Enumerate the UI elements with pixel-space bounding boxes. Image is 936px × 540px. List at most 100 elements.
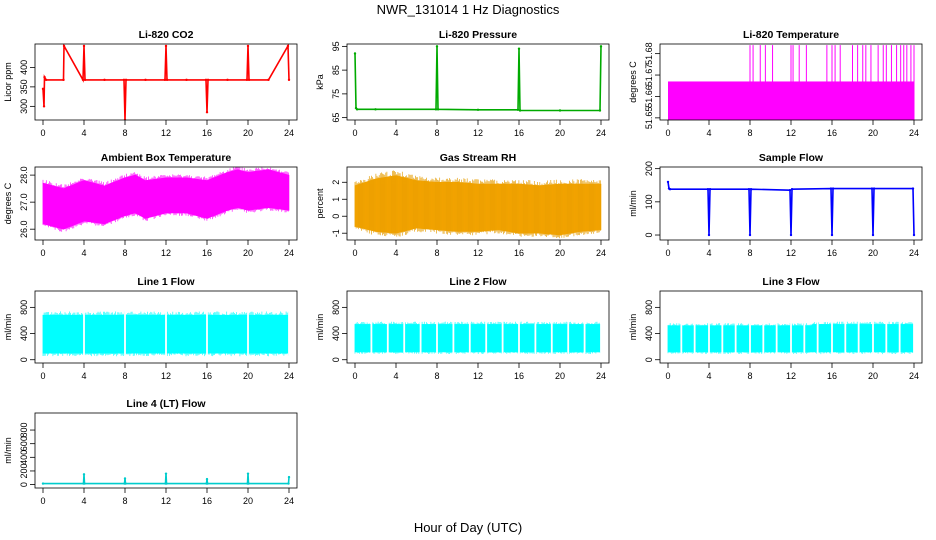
data-point-li-820-pressure <box>518 109 522 112</box>
data-point-li-820-co2 <box>204 78 208 82</box>
x-tick-label: 4 <box>706 248 711 258</box>
data-point-li-820-co2 <box>205 111 209 114</box>
y-axis-label-ambient-box-temperature: degrees C <box>3 182 13 224</box>
data-point-sample-flow <box>830 233 834 237</box>
panel-line-4-lt-flow: Line 4 (LT) Flow 0 4 8 12 16 20 24 0 200400600800… <box>3 398 298 506</box>
data-point-li-820-co2 <box>62 78 65 82</box>
data-point-line-4-lt-flow <box>287 482 290 485</box>
data-point-li-820-pressure <box>434 108 438 111</box>
x-tick-label: 24 <box>284 128 294 138</box>
x-tick-label: 20 <box>243 128 253 138</box>
figure-x-label: Hour of Day (UTC) <box>414 520 522 535</box>
x-tick-label: 24 <box>909 128 919 138</box>
data-point-li-820-co2 <box>164 44 168 48</box>
y-tick-label: 1 <box>331 197 341 202</box>
panel-line-2-flow: Line 2 Flow 0 4 8 12 16 20 24 0 400 800 ml/min <box>315 276 610 381</box>
x-tick-label: 4 <box>81 248 86 258</box>
data-point-li-820-co2 <box>62 44 66 48</box>
x-tick-label: 20 <box>243 496 253 506</box>
flow-gap-10 <box>816 291 819 363</box>
y-tick-label: 51.65 <box>644 107 654 130</box>
x-tick-label: 12 <box>161 128 171 138</box>
x-tick-label: 8 <box>434 371 439 381</box>
y-axis-label-li-820-temperature: degrees C <box>628 61 638 103</box>
x-tick-label: 24 <box>284 496 294 506</box>
y-tick-label: 400 <box>644 326 654 341</box>
x-tick-label: 4 <box>393 248 398 258</box>
x-tick-label: 24 <box>909 248 919 258</box>
flow-gap-1 <box>693 291 696 363</box>
data-point-li-820-co2 <box>44 78 48 82</box>
data-point-li-820-co2 <box>81 78 85 82</box>
data-point-line-4-lt-flow <box>41 482 45 485</box>
data-point-line-4-lt-flow <box>83 482 86 485</box>
x-tick-label: 4 <box>706 128 711 138</box>
data-point-sample-flow <box>790 188 794 191</box>
data-point-li-820-pressure <box>435 45 439 48</box>
data-point-li-820-co2 <box>163 78 167 82</box>
flow-gap-3 <box>721 291 724 363</box>
flow-gap-5 <box>452 291 455 363</box>
flow-gap-3 <box>419 291 422 363</box>
data-point-li-820-co2 <box>267 78 270 82</box>
flow-gap-2 <box>403 291 406 363</box>
flow-gap-2 <box>165 291 167 363</box>
flow-gap-17 <box>913 291 915 363</box>
x-tick-label: 0 <box>40 248 45 258</box>
data-point-li-820-co2 <box>226 78 229 82</box>
series-line-line-4-lt-flow-0 <box>43 473 290 485</box>
x-tick-label: 8 <box>747 128 752 138</box>
data-point-line-4-lt-flow <box>124 482 127 485</box>
y-axis-label-li-820-pressure: kPa <box>315 74 325 90</box>
x-tick-label: 4 <box>81 371 86 381</box>
series-noise-gas-stream-rh <box>354 170 601 239</box>
y-tick-label: 800 <box>19 423 29 438</box>
y-tick-label: 400 <box>19 326 29 341</box>
plot-area-gas-stream-rh <box>354 170 602 239</box>
x-tick-label: 16 <box>827 248 837 258</box>
panel-line-1-flow: Line 1 Flow 0 4 8 12 16 20 24 0 400 800 ml/min <box>3 276 298 381</box>
x-tick-label: 8 <box>122 128 127 138</box>
data-point-sample-flow <box>666 180 670 184</box>
data-point-sample-flow <box>912 233 916 237</box>
data-point-sample-flow <box>708 188 712 191</box>
y-tick-label: 800 <box>644 300 654 315</box>
data-point-sample-flow <box>748 233 752 237</box>
data-point-sample-flow <box>872 187 876 190</box>
panel-title-sample-flow: Sample Flow <box>759 152 824 164</box>
x-tick-label: 20 <box>555 128 565 138</box>
data-point-li-820-pressure <box>353 52 357 55</box>
data-point-line-4-lt-flow <box>165 482 168 485</box>
x-tick-label: 12 <box>786 371 796 381</box>
x-tick-label: 16 <box>514 248 524 258</box>
figure-title: NWR_131014 1 Hz Diagnostics <box>377 2 560 17</box>
x-tick-label: 4 <box>706 371 711 381</box>
data-point-sample-flow <box>706 188 710 191</box>
data-point-sample-flow <box>829 187 833 190</box>
flow-gap-9 <box>803 291 806 363</box>
flow-gap-9 <box>518 291 520 363</box>
data-point-line-4-lt-flow <box>246 472 250 475</box>
series-noise-dots-gas-stream-rh <box>354 170 601 239</box>
panel-title-ambient-box-temperature: Ambient Box Temperature <box>101 152 232 164</box>
panel-ambient-box-temperature: Ambient Box Temperature 0 4 8 12 16 20 24 26.0 27… <box>3 152 298 258</box>
x-tick-label: 24 <box>596 371 606 381</box>
flow-gap-3 <box>206 291 208 363</box>
series-line-li-820-co2-0 <box>42 44 290 120</box>
flow-gap-0 <box>370 291 373 363</box>
panel-title-line-4-lt-flow: Line 4 (LT) Flow <box>126 398 206 410</box>
data-point-line-4-lt-flow <box>164 472 168 475</box>
series-line-li-820-pressure-0 <box>354 46 602 112</box>
data-point-sample-flow <box>668 188 672 191</box>
data-point-li-820-co2 <box>246 44 250 48</box>
y-tick-label: 65 <box>331 113 341 123</box>
flow-gap-16 <box>898 291 901 363</box>
data-point-li-820-co2 <box>185 78 188 82</box>
x-tick-label: 16 <box>202 128 212 138</box>
y-axis-label-sample-flow: ml/min <box>628 190 638 217</box>
y-tick-label: 51.67 <box>644 64 654 87</box>
x-tick-label: 12 <box>161 248 171 258</box>
y-tick-label: 27.0 <box>19 193 29 211</box>
data-point-li-820-pressure <box>476 108 480 111</box>
y-axis-label-line-1-flow: ml/min <box>3 314 13 341</box>
